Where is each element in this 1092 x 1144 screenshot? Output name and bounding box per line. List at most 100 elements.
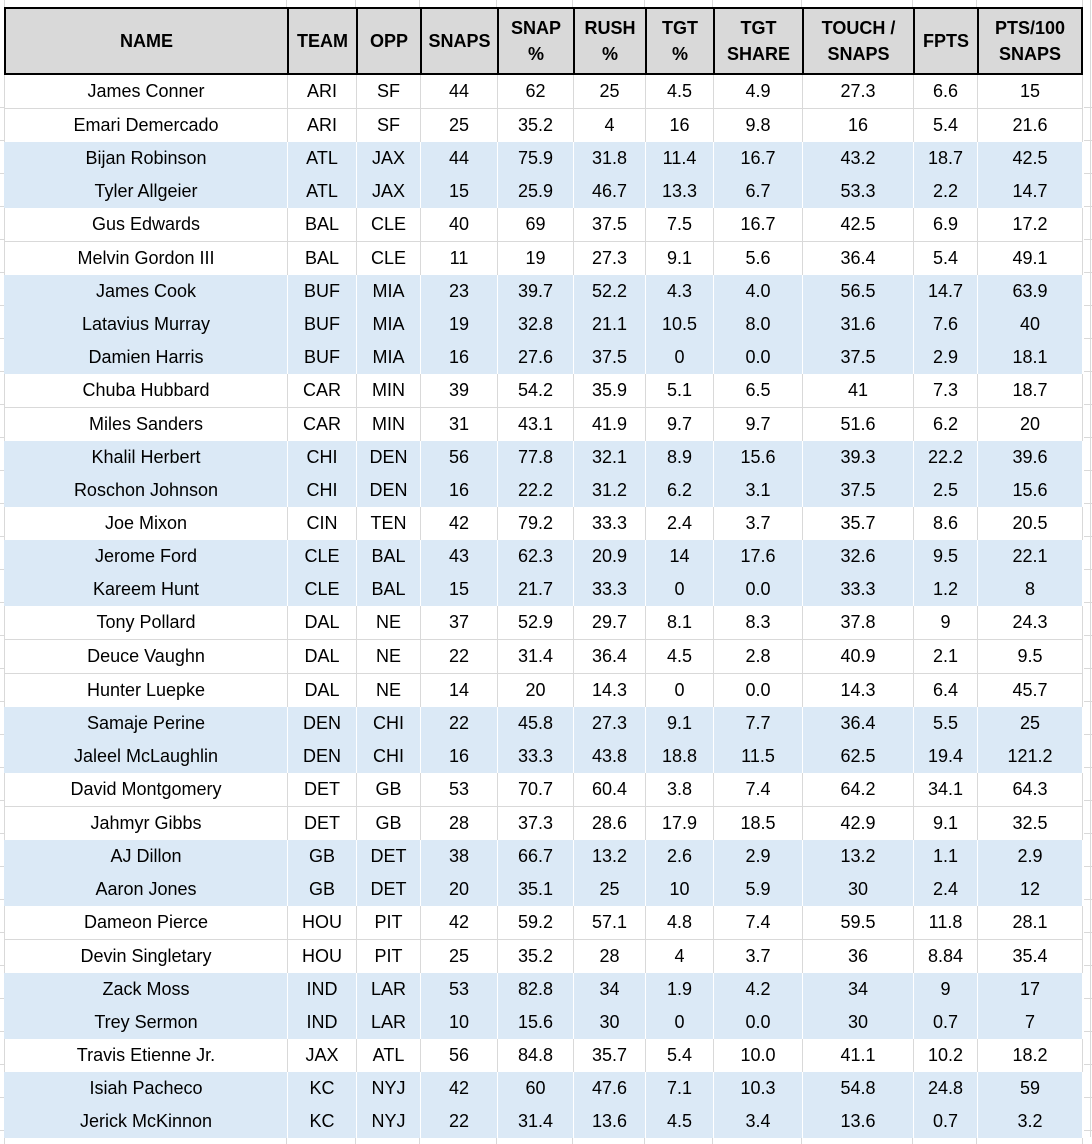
cell-touch_snaps[interactable]: 62.5 (802, 740, 913, 773)
cell-team[interactable]: ARI (287, 109, 356, 142)
cell-rush_pct[interactable]: 27.3 (573, 242, 645, 275)
cell-name[interactable]: James Conner (4, 75, 287, 109)
cell-name[interactable]: Joe Mixon (4, 507, 287, 540)
cell-fpts[interactable]: 18.7 (913, 142, 977, 175)
cell-name[interactable]: Bijan Robinson (4, 142, 287, 175)
cell-name[interactable]: Gus Edwards (4, 208, 287, 242)
cell-team[interactable]: HOU (287, 940, 356, 973)
cell-name[interactable]: Miles Sanders (4, 408, 287, 441)
cell-tgt_share[interactable]: 6.7 (713, 175, 802, 208)
cell-rush_pct[interactable]: 35.9 (573, 374, 645, 408)
cell-team[interactable]: DET (287, 807, 356, 840)
column-header-opp[interactable]: OPP (356, 7, 420, 75)
cell-pts100[interactable]: 20.5 (977, 507, 1083, 540)
cell-snaps[interactable]: 28 (420, 807, 497, 840)
cell-team[interactable]: GB (287, 873, 356, 906)
cell-rush_pct[interactable]: 29.7 (573, 606, 645, 640)
cell-tgt_pct[interactable]: 4.5 (645, 1105, 713, 1138)
cell-opp[interactable]: DET (356, 840, 420, 873)
cell-rush_pct[interactable]: 33.3 (573, 507, 645, 540)
cell-tgt_pct[interactable]: 0 (645, 341, 713, 374)
cell-snaps[interactable]: 16 (420, 474, 497, 507)
cell-opp[interactable]: NE (356, 606, 420, 640)
cell-snap_pct[interactable]: 25.9 (497, 175, 573, 208)
cell-snap_pct[interactable]: 62 (497, 75, 573, 109)
cell-team[interactable]: HOU (287, 906, 356, 940)
cell-snaps[interactable]: 14 (420, 674, 497, 707)
cell-opp[interactable]: JAX (356, 142, 420, 175)
cell-name[interactable]: Melvin Gordon III (4, 242, 287, 275)
cell-snap_pct[interactable]: 62.3 (497, 540, 573, 573)
cell-snap_pct[interactable]: 35.2 (497, 940, 573, 973)
cell-tgt_pct[interactable]: 10 (645, 873, 713, 906)
cell-fpts[interactable]: 19.4 (913, 740, 977, 773)
cell-name[interactable]: Jerome Ford (4, 540, 287, 573)
cell-touch_snaps[interactable]: 37.8 (802, 606, 913, 640)
cell-touch_snaps[interactable]: 40.9 (802, 640, 913, 674)
cell-snaps[interactable]: 20 (420, 873, 497, 906)
cell-tgt_share[interactable]: 9.7 (713, 408, 802, 441)
cell-pts100[interactable]: 22.1 (977, 540, 1083, 573)
cell-team[interactable]: KC (287, 1072, 356, 1105)
cell-team[interactable]: KC (287, 1105, 356, 1138)
cell-opp[interactable]: CLE (356, 242, 420, 275)
cell-pts100[interactable]: 2.9 (977, 840, 1083, 873)
cell-pts100[interactable]: 3.2 (977, 1105, 1083, 1138)
cell-tgt_pct[interactable]: 4.5 (645, 75, 713, 109)
cell-fpts[interactable]: 5.4 (913, 242, 977, 275)
cell-name[interactable]: Jerick McKinnon (4, 1105, 287, 1138)
cell-pts100[interactable]: 59 (977, 1072, 1083, 1105)
cell-team[interactable]: DAL (287, 640, 356, 674)
cell-name[interactable]: James Cook (4, 275, 287, 308)
cell-pts100[interactable]: 20 (977, 408, 1083, 441)
cell-name[interactable]: Damien Harris (4, 341, 287, 374)
cell-touch_snaps[interactable]: 31.6 (802, 308, 913, 341)
cell-tgt_share[interactable]: 2.8 (713, 640, 802, 674)
cell-rush_pct[interactable]: 60.4 (573, 773, 645, 807)
cell-tgt_pct[interactable]: 4 (645, 940, 713, 973)
cell-pts100[interactable]: 64.3 (977, 773, 1083, 807)
cell-team[interactable]: ARI (287, 75, 356, 109)
cell-pts100[interactable]: 12 (977, 873, 1083, 906)
cell-opp[interactable]: LAR (356, 973, 420, 1006)
cell-pts100[interactable]: 39.6 (977, 441, 1083, 474)
cell-opp[interactable]: CHI (356, 740, 420, 773)
cell-team[interactable]: DAL (287, 606, 356, 640)
cell-snaps[interactable]: 40 (420, 208, 497, 242)
cell-pts100[interactable]: 63.9 (977, 275, 1083, 308)
cell-team[interactable]: DEN (287, 707, 356, 740)
cell-team[interactable]: JAX (287, 1039, 356, 1072)
cell-rush_pct[interactable]: 52.2 (573, 275, 645, 308)
cell-rush_pct[interactable]: 13.2 (573, 840, 645, 873)
cell-touch_snaps[interactable]: 39.3 (802, 441, 913, 474)
cell-rush_pct[interactable]: 41.9 (573, 408, 645, 441)
cell-team[interactable]: BAL (287, 208, 356, 242)
cell-snap_pct[interactable]: 60 (497, 1072, 573, 1105)
cell-opp[interactable]: MIN (356, 374, 420, 408)
cell-pts100[interactable]: 24.3 (977, 606, 1083, 640)
cell-tgt_share[interactable]: 0.0 (713, 341, 802, 374)
cell-tgt_share[interactable]: 7.4 (713, 773, 802, 807)
cell-snap_pct[interactable]: 45.8 (497, 707, 573, 740)
cell-tgt_pct[interactable]: 0 (645, 674, 713, 707)
cell-snaps[interactable]: 44 (420, 142, 497, 175)
cell-team[interactable]: BUF (287, 275, 356, 308)
column-header-fpts[interactable]: FPTS (913, 7, 977, 75)
column-header-team[interactable]: TEAM (287, 7, 356, 75)
cell-pts100[interactable]: 14.7 (977, 175, 1083, 208)
cell-name[interactable]: Aaron Jones (4, 873, 287, 906)
cell-tgt_share[interactable]: 4.2 (713, 973, 802, 1006)
cell-pts100[interactable]: 8 (977, 573, 1083, 606)
cell-snap_pct[interactable]: 79.2 (497, 507, 573, 540)
cell-opp[interactable]: CHI (356, 707, 420, 740)
cell-pts100[interactable]: 121.2 (977, 740, 1083, 773)
cell-tgt_share[interactable]: 10.3 (713, 1072, 802, 1105)
cell-name[interactable]: Roschon Johnson (4, 474, 287, 507)
cell-rush_pct[interactable]: 25 (573, 873, 645, 906)
cell-tgt_pct[interactable]: 2.6 (645, 840, 713, 873)
cell-fpts[interactable]: 22.2 (913, 441, 977, 474)
cell-snap_pct[interactable]: 27.6 (497, 341, 573, 374)
cell-pts100[interactable]: 42.5 (977, 142, 1083, 175)
cell-opp[interactable]: NYJ (356, 1072, 420, 1105)
cell-pts100[interactable]: 17 (977, 973, 1083, 1006)
